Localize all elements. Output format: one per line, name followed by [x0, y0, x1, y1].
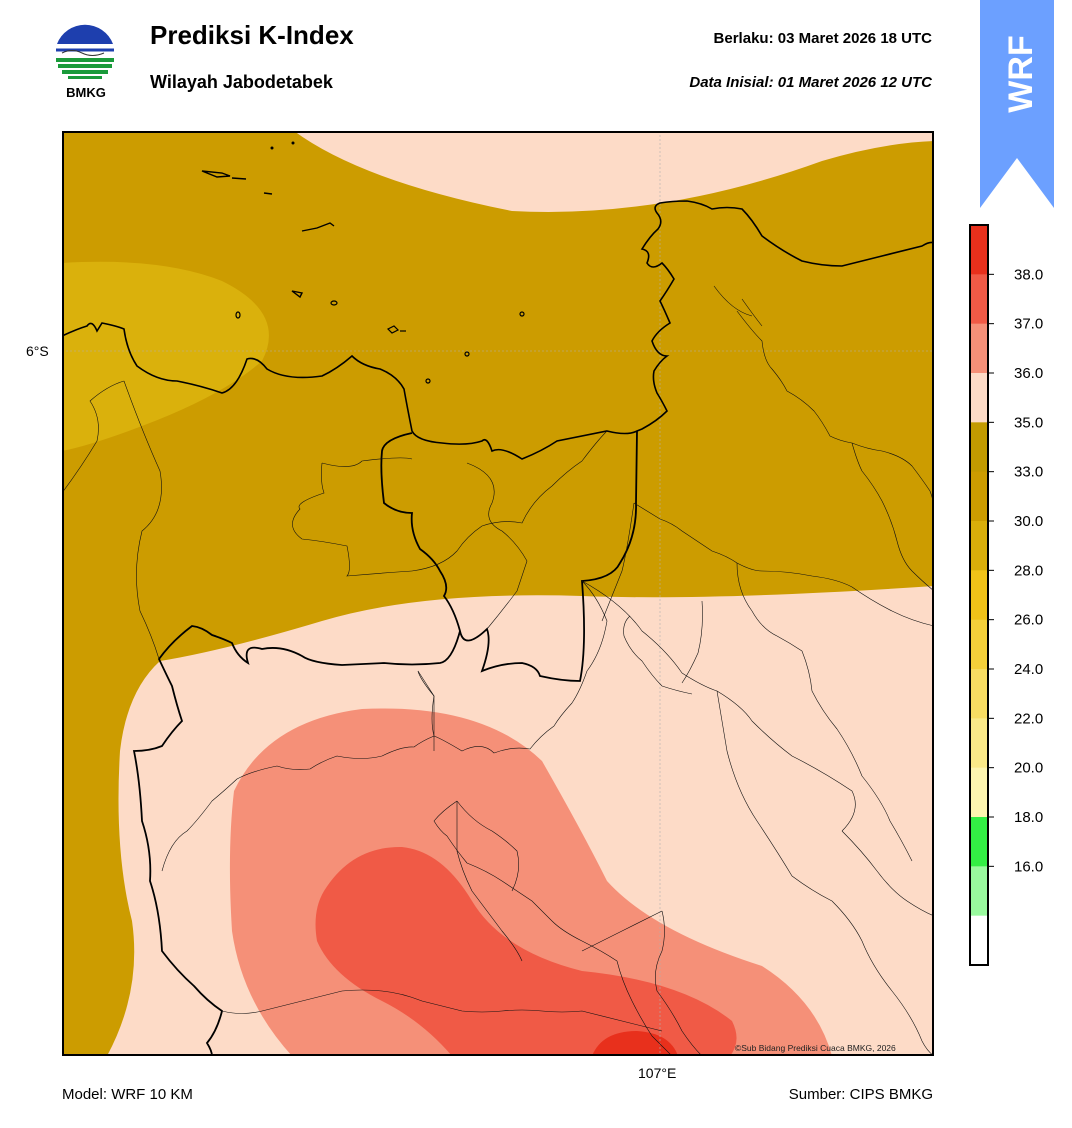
valid-time: Berlaku: 03 Maret 2026 18 UTC: [714, 30, 932, 47]
map-copyright: ©Sub Bidang Prediksi Cuaca BMKG, 2026: [735, 1043, 896, 1053]
colorbar-segment: [970, 471, 988, 522]
colorbar-segment: [970, 866, 988, 917]
colorbar-segment: [970, 817, 988, 867]
valid-value: 03 Maret 2026 18 UTC: [777, 30, 932, 47]
colorbar-tick-label: 33.0: [1014, 464, 1043, 481]
k-index-map: [61, 131, 935, 1057]
colorbar-segment: [970, 669, 988, 719]
colorbar-tick-label: 36.0: [1014, 365, 1043, 382]
init-time: Data Inisial: 01 Maret 2026 12 UTC: [689, 74, 932, 91]
colorbar-tick-label: 20.0: [1014, 760, 1043, 777]
colorbar-segment: [970, 225, 988, 275]
latitude-label: 6°S: [26, 343, 49, 359]
colorbar-tick-label: 18.0: [1014, 809, 1043, 826]
colorbar-segment: [970, 915, 988, 966]
colorbar-tick-label: 35.0: [1014, 414, 1043, 431]
colorbar-tick-label: 37.0: [1014, 316, 1043, 333]
colorbar-tick-label: 26.0: [1014, 612, 1043, 629]
wrf-badge: WRF: [980, 0, 1054, 208]
colorbar-segment: [970, 274, 988, 325]
colorbar-segment: [970, 718, 988, 769]
k-index-colorbar: 38.0 37.0 36.0 35.0 33.0 30.0 28.0 26.0 24.0 22.0…: [968, 223, 1068, 968]
colorbar-segment: [970, 422, 988, 473]
colorbar-tick-label: 38.0: [1014, 266, 1043, 283]
region-subtitle: Wilayah Jabodetabek: [150, 72, 333, 92]
colorbar-tick-label: 24.0: [1014, 661, 1043, 678]
init-label: Data Inisial:: [689, 74, 774, 91]
colorbar-segment: [970, 767, 988, 818]
colorbar-segment: [970, 521, 988, 571]
init-value: 01 Maret 2026 12 UTC: [777, 74, 932, 91]
colorbar-segment: [970, 619, 988, 670]
colorbar-tick-label: 16.0: [1014, 858, 1043, 875]
model-label: Model: WRF 10 KM: [62, 1086, 193, 1103]
bmkg-logo: BMKG: [52, 20, 120, 100]
colorbar-tick-label: 28.0: [1014, 562, 1043, 579]
colorbar-segment: [970, 323, 988, 374]
source-label: Sumber: CIPS BMKG: [788, 1086, 933, 1103]
page-title: Prediksi K-Index: [150, 20, 354, 50]
colorbar-tick-label: 30.0: [1014, 513, 1043, 530]
colorbar-border: [969, 224, 989, 966]
colorbar-tick-label: 22.0: [1014, 710, 1043, 727]
valid-label: Berlaku:: [713, 30, 774, 47]
longitude-label: 107°E: [638, 1065, 677, 1081]
wrf-badge-text: WRF: [1002, 35, 1040, 112]
colorbar-segment: [970, 570, 988, 621]
colorbar-segment: [970, 373, 988, 423]
logo-text: BMKG: [66, 85, 106, 100]
